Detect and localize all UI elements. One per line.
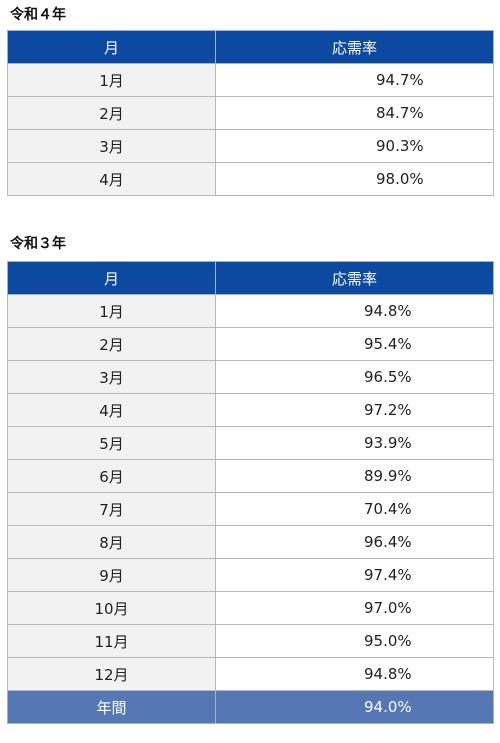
header-month: 月 xyxy=(7,30,216,64)
month-cell: 12月 xyxy=(7,657,216,691)
month-cell: 8月 xyxy=(7,525,216,559)
rate-cell: 95.4% xyxy=(215,327,494,361)
rate-cell: 95.0% xyxy=(215,624,494,658)
header-month: 月 xyxy=(7,261,216,295)
month-cell: 5月 xyxy=(7,426,216,460)
rate-cell: 90.3% xyxy=(215,129,494,163)
rate-cell: 84.7% xyxy=(215,96,494,130)
table-row: 3月 96.5% xyxy=(7,360,494,394)
month-cell: 2月 xyxy=(7,96,216,130)
month-cell: 1月 xyxy=(7,63,216,97)
table-row: 6月 89.9% xyxy=(7,459,494,493)
response-rate-table-r4: 月 応需率 1月 94.7% 2月 84.7% 3月 90.3% 4月 98.0… xyxy=(7,30,494,196)
section-title-r4: 令和４年 xyxy=(10,7,66,23)
rate-cell: 93.9% xyxy=(215,426,494,460)
annual-label-cell: 年間 xyxy=(7,690,216,724)
table-row: 12月 94.8% xyxy=(7,657,494,691)
month-cell: 3月 xyxy=(7,360,216,394)
rate-cell: 70.4% xyxy=(215,492,494,526)
rate-cell: 96.4% xyxy=(215,525,494,559)
rate-cell: 94.7% xyxy=(215,63,494,97)
table-row: 11月 95.0% xyxy=(7,624,494,658)
rate-cell: 98.0% xyxy=(215,162,494,196)
month-cell: 9月 xyxy=(7,558,216,592)
rate-cell: 89.9% xyxy=(215,459,494,493)
table-row: 4月 97.2% xyxy=(7,393,494,427)
section-title-r3: 令和３年 xyxy=(10,236,66,252)
month-cell: 4月 xyxy=(7,162,216,196)
month-cell: 3月 xyxy=(7,129,216,163)
month-cell: 7月 xyxy=(7,492,216,526)
rate-cell: 97.2% xyxy=(215,393,494,427)
table-row: 9月 97.4% xyxy=(7,558,494,592)
header-rate: 応需率 xyxy=(215,261,494,295)
table-row: 4月 98.0% xyxy=(7,162,494,196)
table-row: 2月 95.4% xyxy=(7,327,494,361)
table-row: 7月 70.4% xyxy=(7,492,494,526)
response-rate-table-r3: 月 応需率 1月 94.8% 2月 95.4% 3月 96.5% 4月 97.2… xyxy=(7,261,494,724)
rate-cell: 97.0% xyxy=(215,591,494,625)
table-row: 2月 84.7% xyxy=(7,96,494,130)
table-row: 10月 97.0% xyxy=(7,591,494,625)
month-cell: 6月 xyxy=(7,459,216,493)
rate-cell: 96.5% xyxy=(215,360,494,394)
table-row: 3月 90.3% xyxy=(7,129,494,163)
table-row: 5月 93.9% xyxy=(7,426,494,460)
month-cell: 2月 xyxy=(7,327,216,361)
table-header-row: 月 応需率 xyxy=(7,30,494,64)
month-cell: 4月 xyxy=(7,393,216,427)
table-row: 1月 94.8% xyxy=(7,294,494,328)
annual-total-row: 年間 94.0% xyxy=(7,690,494,724)
rate-cell: 94.8% xyxy=(215,294,494,328)
month-cell: 11月 xyxy=(7,624,216,658)
annual-rate-cell: 94.0% xyxy=(215,690,494,724)
rate-cell: 97.4% xyxy=(215,558,494,592)
rate-cell: 94.8% xyxy=(215,657,494,691)
month-cell: 1月 xyxy=(7,294,216,328)
header-rate: 応需率 xyxy=(215,30,494,64)
table-row: 1月 94.7% xyxy=(7,63,494,97)
month-cell: 10月 xyxy=(7,591,216,625)
table-row: 8月 96.4% xyxy=(7,525,494,559)
table-header-row: 月 応需率 xyxy=(7,261,494,295)
